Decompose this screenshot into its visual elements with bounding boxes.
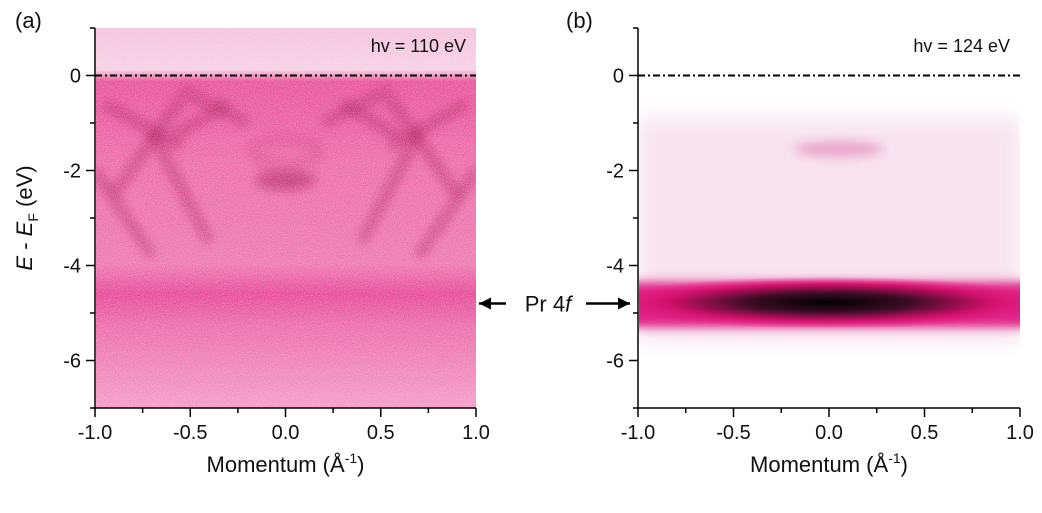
annotation: hv = 124 eV	[913, 36, 1010, 56]
level-label: Pr 4f	[525, 292, 574, 317]
y-axis-label: E - EF (eV)	[12, 165, 41, 270]
x-axis-label: Momentum (Å-1)	[750, 450, 908, 477]
x-label-part: Momentum (Å	[750, 452, 888, 477]
arrow-head	[618, 297, 630, 310]
noise	[96, 28, 476, 408]
x-tick-label: -0.5	[173, 422, 207, 444]
intensity	[793, 141, 884, 158]
y-tick-label: 0	[613, 66, 624, 88]
x-label-sup: -1	[888, 450, 901, 466]
y-label-part: -	[12, 236, 37, 256]
y-tick-label: 0	[70, 66, 81, 88]
x-tick-label: -1.0	[78, 422, 112, 444]
x-tick-label: 1.0	[462, 422, 490, 444]
level-label-part: Pr 4	[525, 292, 565, 317]
x-label-part: )	[901, 452, 908, 477]
y-tick-label: -6	[63, 351, 81, 373]
y-label-sub: F	[25, 213, 41, 222]
x-tick-label: 0.5	[367, 422, 395, 444]
x-label-sup: -1	[345, 450, 358, 466]
intensity	[639, 276, 1020, 329]
y-tick-label: -2	[63, 161, 81, 183]
level-label-part: f	[565, 292, 574, 317]
x-tick-label: -0.5	[716, 422, 750, 444]
x-tick-label: 1.0	[1006, 422, 1034, 444]
y-tick-label: -4	[606, 256, 624, 278]
x-label-part: Momentum (Å	[207, 452, 345, 477]
x-tick-label: 0.0	[815, 422, 843, 444]
y-label-part: E	[12, 221, 37, 236]
x-tick-label: 0.0	[272, 422, 300, 444]
panel-label: (a)	[15, 8, 42, 33]
spectrum-image	[639, 28, 1020, 408]
annotation: hv = 110 eV	[371, 36, 466, 56]
arrow-head	[479, 297, 491, 310]
y-tick-label: -4	[63, 256, 81, 278]
spectrum-image	[96, 28, 476, 408]
y-tick-label: -6	[606, 351, 624, 373]
x-tick-label: -1.0	[621, 422, 655, 444]
panel-label: (b)	[566, 8, 593, 33]
y-label-part: E	[12, 256, 37, 271]
x-axis-label: Momentum (Å-1)	[207, 450, 365, 477]
y-tick-label: -2	[606, 161, 624, 183]
y-label-part: (eV)	[12, 165, 37, 213]
x-tick-label: 0.5	[911, 422, 939, 444]
x-label-part: )	[357, 452, 364, 477]
